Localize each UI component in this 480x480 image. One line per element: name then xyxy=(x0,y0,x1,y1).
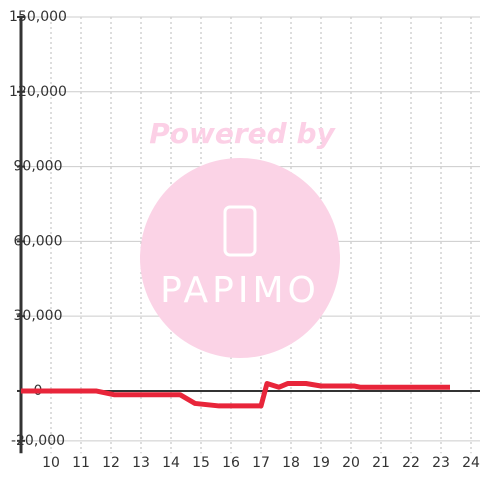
x-tick-label: 18 xyxy=(282,455,300,471)
y-tick-label: 150,000 xyxy=(9,9,67,25)
data-line xyxy=(21,380,450,409)
y-tick-label: -20,000 xyxy=(11,433,65,449)
x-tick-label: 14 xyxy=(162,455,180,471)
x-tick-label: 20 xyxy=(342,455,360,471)
y-tick-label: 90,000 xyxy=(14,159,63,175)
watermark-top: Powered by xyxy=(149,117,336,150)
x-tick-label: 16 xyxy=(222,455,240,471)
watermark-brand: PAPIMO xyxy=(160,270,320,311)
x-tick-label: 21 xyxy=(372,455,390,471)
x-tick-label: 22 xyxy=(402,455,420,471)
x-tick-label: 19 xyxy=(312,455,330,471)
watermark-circle xyxy=(140,158,340,358)
x-tick-label: 24 xyxy=(462,455,480,471)
watermark: Powered by PAPIMO xyxy=(140,117,340,358)
x-tick-label: 11 xyxy=(72,455,90,471)
y-tick-label: 60,000 xyxy=(14,233,63,249)
x-tick-label: 15 xyxy=(192,455,210,471)
x-tick-label: 13 xyxy=(132,455,150,471)
x-tick-label: 12 xyxy=(102,455,120,471)
x-tick-label: 17 xyxy=(252,455,270,471)
y-tick-label: 120,000 xyxy=(9,84,67,100)
x-tick-label: 23 xyxy=(432,455,450,471)
y-tick-label: 30,000 xyxy=(14,308,63,324)
watermark-phone xyxy=(223,205,257,257)
x-tick-label: 10 xyxy=(42,455,60,471)
